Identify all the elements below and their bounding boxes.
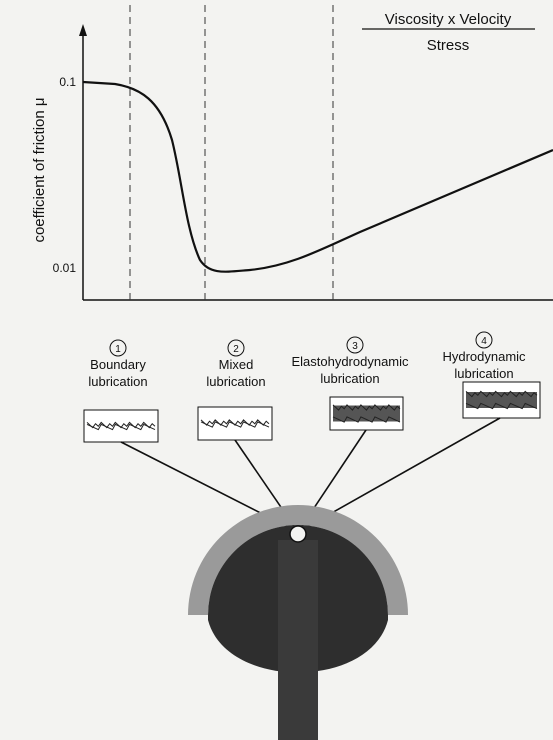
region-number-circle [475, 331, 493, 349]
region-label: lubrication [454, 366, 513, 381]
surface-bottom [200, 421, 270, 428]
tick-label: 0.01 [53, 261, 77, 275]
regions: 1 Boundary lubrication 2 Mixed lubrication 3 El… [83, 331, 541, 443]
region-number: 1 [115, 344, 121, 355]
y-arrow [79, 24, 87, 36]
region-number-circle [227, 339, 245, 357]
fluid-film [466, 392, 537, 408]
region-label: Elastohydrodynamic [291, 354, 409, 369]
tick-label: 0.1 [59, 75, 76, 89]
bearing-ring [188, 505, 408, 615]
region-number-circle [346, 336, 364, 354]
title: Viscosity x Velocity [385, 11, 512, 28]
surface-top [465, 390, 538, 398]
region-number: 4 [481, 336, 487, 347]
fluid-film [333, 405, 400, 422]
surface-bottom [332, 416, 401, 423]
surface-bottom [86, 423, 156, 431]
y-label: coefficient of friction μ [31, 97, 48, 242]
region-label: lubrication [88, 374, 147, 389]
region-label: Hydrodynamic [442, 349, 526, 364]
surface-top [200, 419, 270, 426]
stem [278, 540, 318, 740]
region-label: lubrication [320, 371, 379, 386]
region-label: lubrication [206, 374, 265, 389]
dividers [129, 5, 334, 300]
region-number-circle [109, 339, 127, 357]
friction-curve [82, 80, 553, 273]
surface-box [197, 406, 273, 441]
surface-top [332, 404, 401, 411]
region-label: Boundary [90, 357, 146, 372]
surface-top [86, 421, 156, 429]
region-number: 2 [233, 344, 239, 355]
region-number: 3 [352, 341, 358, 352]
contact-point [289, 525, 307, 543]
subtitle: Stress [427, 37, 470, 54]
region-label: Mixed [219, 357, 254, 372]
surface-bottom [465, 402, 538, 410]
